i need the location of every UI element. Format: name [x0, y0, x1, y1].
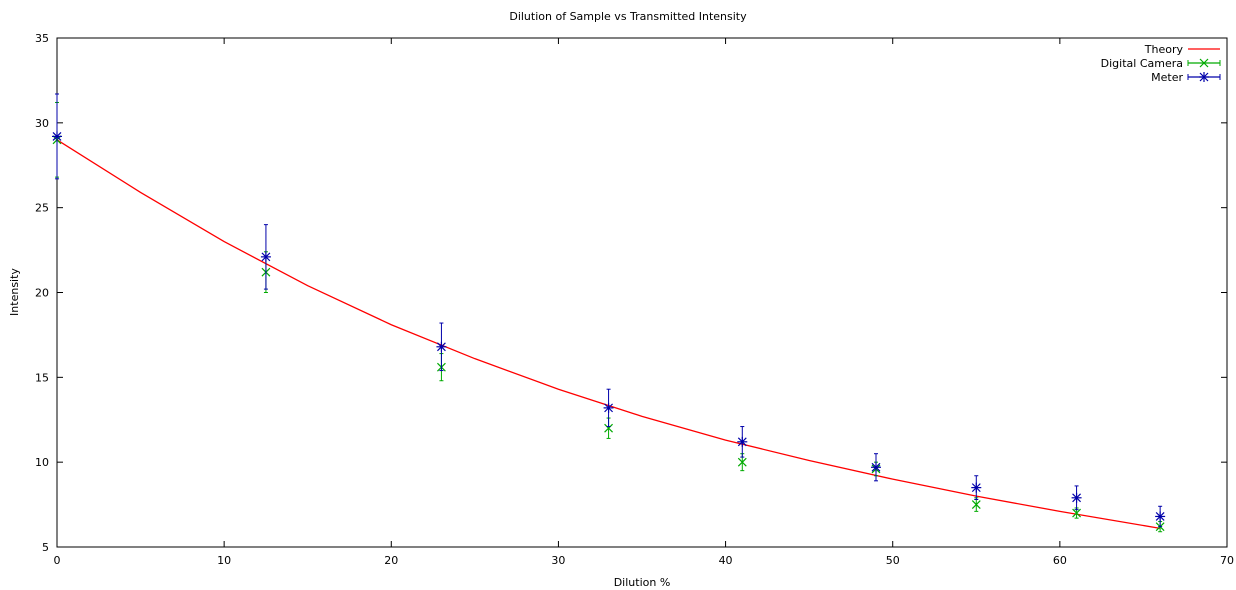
x-axis-label: Dilution %	[614, 576, 671, 589]
legend-item-meter: Meter	[1151, 71, 1221, 84]
series-line-theory	[56, 139, 1161, 529]
data-point-meter	[436, 341, 447, 352]
data-point-meter	[971, 482, 982, 493]
legend-item-digital-camera: Digital Camera	[1101, 57, 1221, 70]
axis-ticks: 0 10 20 30 40 50 60 70 5 10 15 20 25 30 35	[35, 32, 1234, 567]
x-tick-label: 20	[384, 554, 398, 567]
data-point-meter	[52, 131, 62, 142]
x-tick-label: 0	[54, 554, 61, 567]
y-tick-label: 30	[35, 117, 49, 130]
data-point-digital-camera	[737, 457, 747, 467]
legend-marker	[1199, 72, 1209, 82]
series-layer	[52, 93, 1166, 533]
x-tick-label: 30	[551, 554, 565, 567]
legend-marker	[1199, 58, 1209, 68]
data-point-digital-camera	[1072, 508, 1081, 518]
legend-label: Theory	[1144, 43, 1184, 56]
series-meter	[52, 93, 1166, 528]
y-tick-label: 10	[35, 456, 49, 469]
x-tick-label: 40	[719, 554, 733, 567]
y-tick-label: 25	[35, 202, 49, 215]
y-tick-label: 35	[35, 32, 49, 45]
y-tick-label: 15	[35, 371, 49, 384]
data-point-meter	[871, 462, 881, 473]
legend-label: Meter	[1151, 71, 1183, 84]
x-tick-label: 70	[1220, 554, 1234, 567]
y-axis-label: Intensity	[8, 268, 21, 316]
x-tick-label: 60	[1053, 554, 1067, 567]
x-tick-label: 10	[217, 554, 231, 567]
legend-item-theory: Theory	[1144, 43, 1220, 56]
series-theory	[56, 139, 1161, 529]
y-tick-label: 5	[42, 541, 49, 554]
data-point-digital-camera	[971, 500, 981, 510]
data-point-meter	[603, 402, 614, 413]
series-digital-camera	[52, 101, 1165, 533]
legend-label: Digital Camera	[1101, 57, 1183, 70]
x-tick-label: 50	[886, 554, 900, 567]
y-tick-label: 20	[35, 287, 49, 300]
chart-title: Dilution of Sample vs Transmitted Intens…	[509, 10, 747, 23]
data-point-meter	[1071, 492, 1082, 503]
data-point-meter	[737, 436, 748, 447]
data-point-meter	[1155, 511, 1166, 522]
data-point-digital-camera	[604, 423, 613, 433]
data-point-meter	[260, 251, 271, 262]
plot-frame	[56, 37, 1228, 548]
